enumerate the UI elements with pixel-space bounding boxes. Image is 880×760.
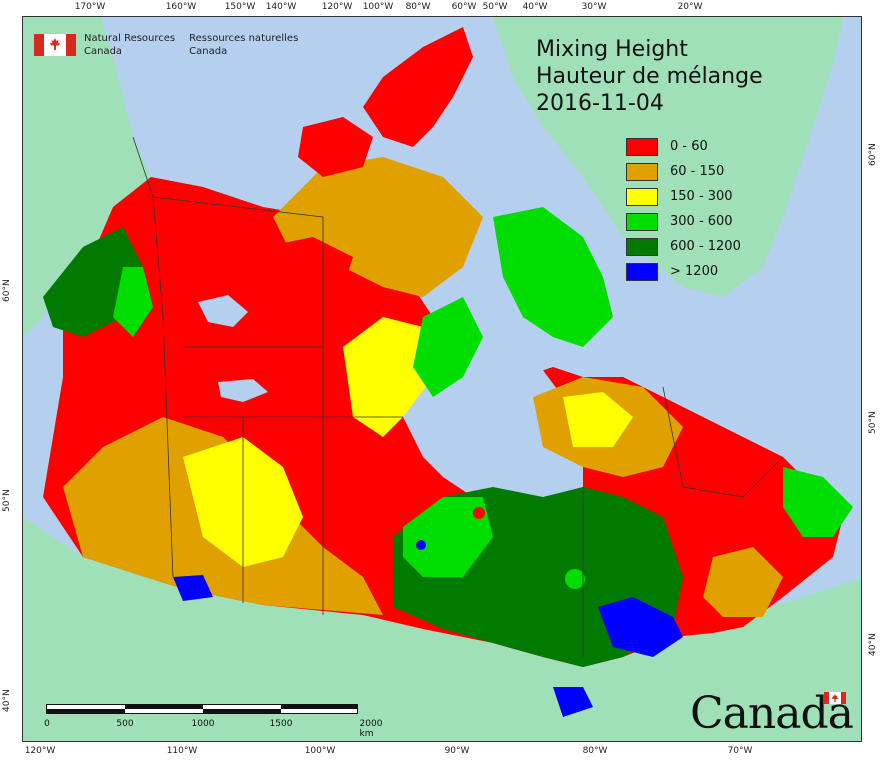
greenland-landmass: [493, 17, 843, 297]
scale-bar-graphic: 0 500 1000 1500 2000 km: [44, 704, 382, 739]
boundary-lines: [132, 136, 784, 657]
agency-header: Natural Resources Canada Ressources natu…: [34, 32, 312, 58]
graticule-top-label: 20°W: [677, 2, 703, 12]
graticule-top-label: 170°W: [74, 2, 106, 12]
graticule-right-label: 50°N: [868, 411, 878, 434]
zone-150-300-labrador: [563, 392, 633, 447]
legend-swatch: [626, 262, 658, 281]
legend-item: 0 - 60: [626, 134, 741, 159]
agency-en-line: Canada: [84, 46, 123, 57]
graticule-top-label: 30°W: [581, 2, 607, 12]
legend-label: 60 - 150: [670, 164, 725, 179]
graticule-right-label: 40°N: [868, 633, 878, 656]
zone-over-1200-ontario: [598, 597, 683, 657]
canada-flag-icon: [34, 34, 76, 56]
legend-swatch: [626, 162, 658, 181]
scale-bar-label: 2000 km: [359, 719, 383, 739]
zone-300-600-newfoundland: [783, 467, 853, 537]
lake-great-bear: [198, 295, 248, 327]
zone-300-600-yukon-ring: [113, 267, 153, 337]
usa-landmass: [23, 517, 861, 741]
baffin-island: [493, 207, 613, 347]
scale-bar-segment: [47, 709, 125, 713]
graticule-top-label: 60°W: [451, 2, 477, 12]
zone-over-1200-lake-erie: [553, 687, 593, 717]
map-svg: [23, 17, 861, 741]
graticule-top-label: 160°W: [165, 2, 197, 12]
victoria-island: [263, 237, 353, 297]
legend-item: 60 - 150: [626, 159, 741, 184]
legend-label: 0 - 60: [670, 139, 708, 154]
legend-label: 600 - 1200: [670, 239, 741, 254]
legend-swatch: [626, 137, 658, 156]
graticule-top-label: 140°W: [265, 2, 297, 12]
graticule-top-label: 40°W: [522, 2, 548, 12]
lake-great-slave: [218, 379, 268, 402]
zone-300-600-spot: [565, 569, 585, 589]
zone-300-600-north: [413, 297, 483, 397]
legend-swatch: [626, 237, 658, 256]
title-date: 2016-11-04: [536, 91, 664, 116]
legend: 0 - 60 60 - 150 150 - 300 300 - 600 600 …: [626, 134, 741, 284]
zone-300-600-ontario: [403, 497, 493, 577]
graticule-top-label: 50°W: [482, 2, 508, 12]
hudson-bay: [403, 347, 583, 537]
ellesmere-island: [363, 27, 473, 147]
scale-bar-label: 1500: [269, 719, 293, 729]
agency-fr-line: Ressources naturelles: [189, 33, 299, 44]
graticule-bottom-label: 120°W: [24, 746, 56, 756]
graticule-right-label: 60°N: [868, 143, 878, 166]
graticule-left-label: 60°N: [2, 279, 12, 302]
legend-label: 150 - 300: [670, 189, 733, 204]
scale-bar-label: 500: [116, 719, 134, 729]
legend-swatch: [626, 212, 658, 231]
legend-swatch: [626, 187, 658, 206]
graticule-left-label: 40°N: [2, 689, 12, 712]
scale-bar-label: 1000: [191, 719, 215, 729]
scale-bar-segment: [203, 709, 281, 713]
agency-name-en: Natural Resources Canada: [84, 32, 175, 58]
map-canvas: [22, 16, 862, 742]
graticule-top-label: 150°W: [224, 2, 256, 12]
graticule-bottom-label: 100°W: [304, 746, 336, 756]
scale-bar-label: 0: [44, 719, 50, 729]
graticule-bottom-label: 110°W: [166, 746, 198, 756]
zone-60-150-maritimes: [703, 547, 783, 617]
alaska-landmass: [23, 17, 151, 337]
legend-label: 300 - 600: [670, 214, 733, 229]
zone-over-1200-spot: [416, 540, 426, 550]
graticule-bottom-label: 70°W: [727, 746, 753, 756]
graticule-bottom-label: 80°W: [582, 746, 608, 756]
arctic-island-north: [298, 117, 373, 177]
wordmark-flag-icon: [824, 692, 846, 704]
graticule-top-label: 80°W: [405, 2, 431, 12]
graticule-top-label: 100°W: [362, 2, 394, 12]
zone-over-1200-bc: [173, 575, 213, 601]
graticule-top-label: 120°W: [321, 2, 353, 12]
legend-item: > 1200: [626, 259, 741, 284]
map-title: Mixing Height Hauteur de mélange 2016-11…: [536, 36, 763, 117]
legend-item: 600 - 1200: [626, 234, 741, 259]
zone-150-300-central: [343, 317, 433, 437]
scale-bar-segment: [125, 705, 203, 709]
scale-bar-segment: [281, 705, 357, 709]
title-fr: Hauteur de mélange: [536, 64, 763, 89]
graticule-left-label: 50°N: [2, 489, 12, 512]
title-en: Mixing Height: [536, 37, 688, 62]
agency-en-line: Natural Resources: [84, 33, 176, 44]
legend-item: 150 - 300: [626, 184, 741, 209]
graticule-bottom-label: 90°W: [444, 746, 470, 756]
legend-item: 300 - 600: [626, 209, 741, 234]
zone-0-60-spot: [473, 507, 485, 519]
legend-label: > 1200: [670, 264, 719, 279]
scale-bar: 0 500 1000 1500 2000 km: [44, 704, 382, 739]
agency-fr-line: Canada: [189, 46, 228, 57]
agency-name-fr: Ressources naturelles Canada: [189, 32, 298, 58]
